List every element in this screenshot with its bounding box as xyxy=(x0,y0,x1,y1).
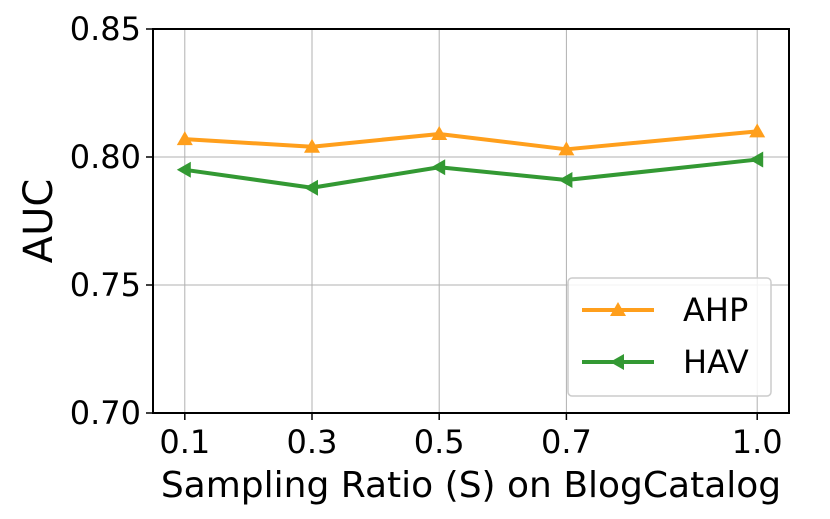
x-tick-label: 1.0 xyxy=(732,423,783,461)
data-point xyxy=(176,131,193,146)
data-point xyxy=(431,125,448,140)
data-point xyxy=(431,159,446,176)
data-point xyxy=(304,138,320,153)
series-group xyxy=(176,123,766,196)
x-tick-label: 0.3 xyxy=(287,423,338,461)
legend-item-hav: HAV xyxy=(582,343,749,381)
series-ahp xyxy=(176,123,766,156)
y-tick-label: 0.85 xyxy=(70,10,141,48)
data-point xyxy=(749,123,766,138)
legend-marker xyxy=(610,302,626,316)
y-tick-label: 0.70 xyxy=(70,394,141,432)
axis-ticks: 0.1 0.3 0.5 0.7 1.0 0.70 0.75 0.80 0.85 xyxy=(70,10,783,461)
legend: AHP HAV xyxy=(567,277,772,397)
legend-label: AHP xyxy=(683,291,748,329)
x-tick-label: 0.1 xyxy=(159,423,210,461)
x-tick-label: 0.7 xyxy=(541,423,592,461)
y-axis-title: AUC xyxy=(16,179,62,264)
legend-marker xyxy=(610,354,624,370)
y-tick-label: 0.75 xyxy=(70,266,141,304)
legend-label: HAV xyxy=(683,343,749,381)
series-line xyxy=(184,129,758,152)
legend-item-ahp: AHP xyxy=(582,291,748,329)
data-point xyxy=(176,161,191,178)
data-point xyxy=(304,179,318,196)
x-tick-label: 0.5 xyxy=(414,423,465,461)
data-point xyxy=(558,172,573,189)
plot-frame xyxy=(152,28,790,414)
data-point xyxy=(558,141,575,156)
x-axis-title: Sampling Ratio (S) on BlogCatalog xyxy=(161,465,781,506)
series-line xyxy=(184,157,758,190)
y-tick-label: 0.80 xyxy=(70,138,141,176)
series-hav xyxy=(176,151,764,196)
data-point xyxy=(749,151,764,168)
